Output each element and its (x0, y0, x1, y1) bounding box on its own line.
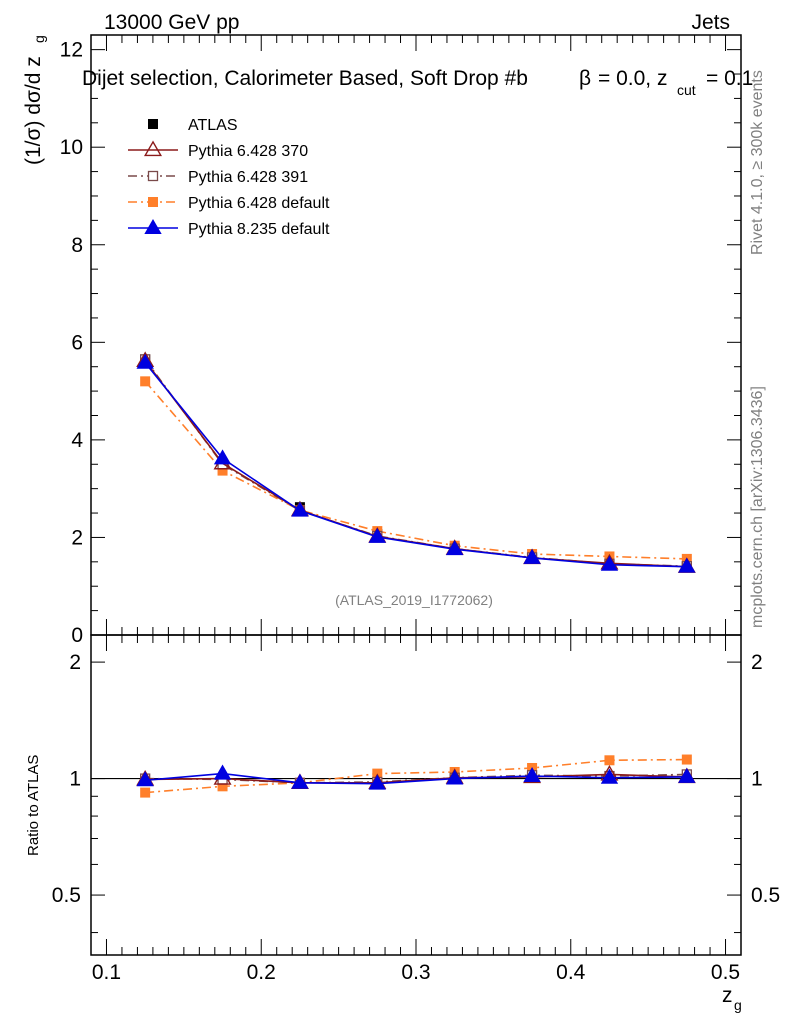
main-series-pythia-6-428-default (140, 376, 692, 564)
ratio-series-layer (136, 754, 696, 798)
main-y-axis-title: (1/σ) dσ/d z (22, 56, 45, 165)
ratio-data-point (140, 787, 151, 798)
ratio-y-axis-title: Ratio to ATLAS (25, 755, 42, 856)
selection-label: Dijet selection, Calorimeter Based, Soft… (82, 67, 528, 90)
legend-entry: Pythia 6.428 default (128, 195, 330, 212)
main-data-point (678, 557, 696, 573)
x-tick-label: 0.1 (92, 961, 121, 984)
legend-marker (144, 218, 162, 234)
legend-label: Pythia 6.428 391 (188, 169, 308, 186)
ratio-plot-frame (90, 634, 742, 956)
legend-marker (148, 119, 158, 129)
selection-text: Dijet selection, Calorimeter Based, Soft… (82, 67, 528, 90)
ratio-data-point (291, 773, 309, 789)
main-data-point (140, 376, 151, 387)
ratio-y-tick-label-left: 0.5 (52, 884, 81, 907)
energy-label: 13000 GeV pp (104, 11, 239, 34)
legend-marker (148, 197, 158, 207)
legend-label: Pythia 6.428 370 (188, 143, 308, 160)
ratio-y-tick-labels: 0.5 0.5 1 1 2 2 (52, 651, 780, 907)
rivet-label: Rivet 4.1.0, ≥ 300k events (749, 70, 766, 255)
ratio-data-point (446, 769, 464, 785)
legend-entry: ATLAS (148, 117, 238, 134)
main-data-point (446, 540, 464, 556)
main-y-tick-label: 10 (60, 136, 83, 159)
main-y-tick-label: 2 (71, 526, 83, 549)
ratio-series-line (145, 773, 687, 784)
legend-marker (143, 140, 163, 157)
legend-label: Pythia 8.235 default (188, 221, 330, 238)
main-y-tick-label: 8 (71, 234, 83, 257)
ratio-series-pythia-8-235-default (136, 764, 696, 790)
ratio-data-point (136, 771, 154, 787)
ratio-axis-ticks (91, 635, 741, 955)
main-series-line (144, 380, 687, 560)
process-label: Jets (691, 11, 730, 34)
legend-label: Pythia 6.428 default (188, 195, 330, 212)
x-tick-labels: 0.1 0.2 0.3 0.4 0.5 (92, 961, 740, 984)
ratio-y-tick-label-right: 1 (751, 768, 763, 791)
ratio-data-point (600, 768, 619, 784)
x-tick-label: 0.2 (247, 961, 276, 984)
ratio-data-point (368, 774, 386, 790)
legend-entry: Pythia 8.235 default (128, 218, 330, 238)
main-y-axis-title-text: (1/σ) dσ/d z (22, 56, 45, 165)
main-y-tick-labels: 0 2 4 6 8 10 12 (60, 39, 84, 647)
legend-marker (147, 170, 159, 182)
main-y-tick-label: 12 (60, 39, 83, 62)
ratio-data-point (681, 754, 692, 765)
x-tick-label: 0.3 (401, 961, 430, 984)
main-series-line (144, 362, 687, 568)
ratio-data-point (523, 767, 541, 783)
legend: ATLAS Pythia 6.428 370 Pythia 6.428 391 Pyt… (128, 117, 330, 238)
x-tick-label: 0.5 (711, 961, 740, 984)
analysis-watermark: (ATLAS_2019_I1772062) (335, 592, 493, 608)
legend-entry: Pythia 6.428 370 (128, 140, 308, 160)
main-series-layer (136, 351, 696, 573)
ratio-y-tick-label-left: 1 (69, 768, 81, 791)
main-data-point (368, 527, 386, 543)
ratio-y-tick-label-left: 2 (69, 651, 81, 674)
main-y-tick-label: 6 (71, 331, 83, 354)
main-data-point (600, 555, 619, 571)
ratio-series-line (145, 772, 687, 785)
mcplots-label: mcplots.cern.ch [arXiv:1306.3436] (749, 386, 766, 628)
main-y-axis-title-sub: g (31, 35, 47, 43)
legend-label: ATLAS (188, 117, 238, 134)
ratio-series-line (145, 758, 687, 794)
ratio-y-tick-label-right: 2 (751, 651, 763, 674)
x-tick-label: 0.4 (556, 961, 586, 984)
legend-entry: Pythia 6.428 391 (128, 169, 308, 186)
main-y-tick-label: 4 (71, 429, 83, 452)
main-data-point (136, 353, 154, 369)
x-axis-title-sub: g (734, 997, 742, 1013)
x-axis-title: z (722, 984, 733, 1007)
param-label-main: = 0.0, z (598, 67, 667, 90)
main-series-pythia-8-235-default (136, 353, 696, 573)
main-data-point (523, 548, 541, 564)
ratio-data-point (604, 755, 615, 766)
main-data-point (291, 501, 309, 517)
ratio-data-point (678, 767, 696, 783)
param-label-value: = 0.1 (706, 67, 753, 90)
param-label-cut: cut (677, 82, 696, 98)
beta-symbol: β (579, 67, 591, 90)
ratio-data-point (213, 764, 232, 780)
ratio-y-tick-label-right: 0.5 (751, 884, 780, 907)
main-y-tick-label: 0 (71, 624, 83, 647)
main-data-point (213, 449, 232, 465)
main-axis-ticks (91, 35, 741, 636)
